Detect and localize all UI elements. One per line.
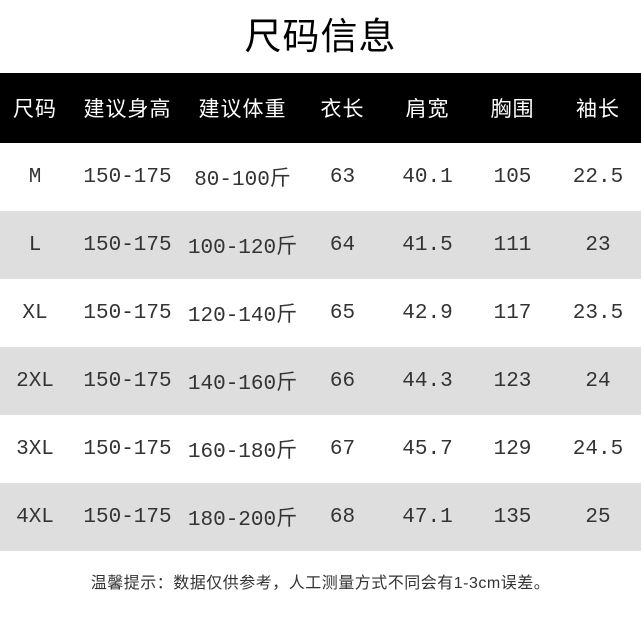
cell-length: 64: [300, 211, 385, 279]
cell-bust: 117: [493, 301, 532, 325]
column-header-weight: 建议体重: [185, 73, 300, 143]
cell-length: 65: [329, 301, 356, 325]
cell-weight: 140-160斤: [185, 347, 300, 415]
cell-sleeve: 24: [555, 347, 641, 415]
cell-height: 150-175: [70, 347, 185, 415]
cell-shoulder: 44.3: [385, 347, 470, 415]
cell-shoulder: 45.7: [402, 437, 453, 461]
cell-weight: 160-180斤: [187, 441, 298, 464]
cell-length: 68: [300, 483, 385, 551]
cell-weight: 180-200斤: [185, 483, 300, 551]
column-header-shoulder: 肩宽: [385, 73, 470, 143]
cell-height: 150-175: [83, 437, 172, 461]
cell-weight: 80-100斤: [194, 169, 291, 192]
cell-size: 4XL: [0, 483, 70, 551]
cell-bust: 129: [493, 437, 532, 461]
cell-size: L: [0, 211, 70, 279]
cell-shoulder: 47.1: [385, 483, 470, 551]
cell-sleeve: 23: [555, 211, 641, 279]
cell-bust: 123: [470, 347, 555, 415]
cell-sleeve: 22.5: [572, 165, 624, 189]
cell-length: 66: [300, 347, 385, 415]
cell-shoulder: 42.9: [402, 301, 453, 325]
table-row-m: M 150-175 80-100斤 63 40.1 105 22.5: [0, 143, 641, 211]
cell-height: 150-175: [70, 211, 185, 279]
cell-size: 2XL: [0, 347, 70, 415]
column-header-size: 尺码: [0, 73, 70, 143]
cell-size: 3XL: [16, 437, 54, 461]
size-table: 尺码 建议身高 建议体重 衣长 肩宽 胸围 袖长 M 150-175 80-10…: [0, 73, 641, 551]
column-header-height: 建议身高: [70, 73, 185, 143]
cell-length: 63: [329, 165, 356, 189]
cell-bust: 105: [493, 165, 532, 189]
table-row-xl: XL 150-175 120-140斤 65 42.9 117 23.5: [0, 279, 641, 347]
cell-weight: 100-120斤: [185, 211, 300, 279]
column-header-bust: 胸围: [470, 73, 555, 143]
cell-sleeve: 23.5: [572, 301, 624, 325]
cell-weight: 120-140斤: [187, 305, 298, 328]
cell-height: 150-175: [83, 165, 172, 189]
cell-shoulder: 41.5: [385, 211, 470, 279]
cell-bust: 111: [470, 211, 555, 279]
cell-bust: 135: [470, 483, 555, 551]
column-header-sleeve: 袖长: [555, 73, 641, 143]
page-title: 尺码信息: [244, 15, 397, 58]
table-row-4xl: 4XL 150-175 180-200斤 68 47.1 135 25: [0, 483, 641, 551]
cell-length: 67: [329, 437, 356, 461]
cell-size: M: [28, 165, 42, 189]
cell-sleeve: 25: [555, 483, 641, 551]
table-header-row: 尺码 建议身高 建议体重 衣长 肩宽 胸围 袖长: [0, 73, 641, 143]
cell-shoulder: 40.1: [402, 165, 453, 189]
cell-height: 150-175: [83, 301, 172, 325]
notice-text: 温馨提示：数据仅供参考，人工测量方式不同会有1-3cm误差。: [90, 575, 551, 592]
table-row-2xl: 2XL 150-175 140-160斤 66 44.3 123 24: [0, 347, 641, 415]
column-header-length: 衣长: [300, 73, 385, 143]
cell-size: XL: [22, 301, 48, 325]
table-row-3xl: 3XL 150-175 160-180斤 67 45.7 129 24.5: [0, 415, 641, 483]
cell-sleeve: 24.5: [572, 437, 624, 461]
cell-height: 150-175: [70, 483, 185, 551]
table-row-l: L 150-175 100-120斤 64 41.5 111 23: [0, 211, 641, 279]
